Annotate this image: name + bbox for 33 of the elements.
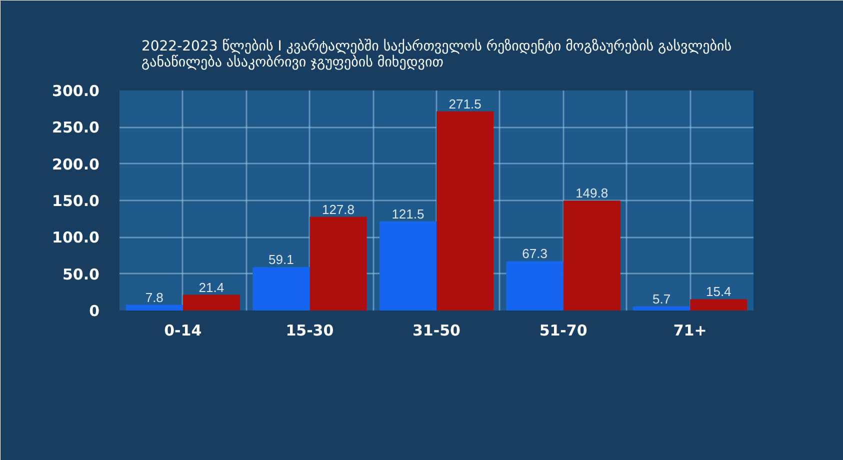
bar xyxy=(182,294,240,310)
y-tick-label: 150.0 xyxy=(52,192,100,210)
data-label: 7.8 xyxy=(145,290,164,305)
bar xyxy=(436,111,494,310)
data-label: 21.4 xyxy=(198,280,224,295)
data-label: 67.3 xyxy=(522,246,548,262)
bar xyxy=(633,306,690,310)
data-label: 121.5 xyxy=(392,206,424,222)
bar xyxy=(379,221,436,310)
y-tick-label: 200.0 xyxy=(52,155,100,174)
data-label: 271.5 xyxy=(448,96,482,112)
x-tick-label: 31-50 xyxy=(412,322,460,340)
bar xyxy=(126,304,183,310)
data-label: 59.1 xyxy=(268,252,294,268)
bar xyxy=(506,261,564,310)
data-label: 149.8 xyxy=(576,186,608,201)
y-tick-label: 250.0 xyxy=(52,118,100,137)
y-tick-label: 0 xyxy=(89,302,100,320)
bar xyxy=(252,267,310,310)
y-tick-label: 300.0 xyxy=(52,82,100,100)
bar xyxy=(690,299,748,310)
chart-title: 2022-2023 წლების I კვარტალებში საქართველოს რეზიდენტი მოგზაურების გასვლების განაწილება ასაკობრივი ჯგუფების მიხედვით xyxy=(141,38,732,70)
data-label: 15.4 xyxy=(706,284,732,300)
x-tick-label: 0-14 xyxy=(164,322,202,340)
x-tick-label: 15-30 xyxy=(286,322,334,340)
y-tick-label: 100.0 xyxy=(52,228,100,247)
data-label: 127.8 xyxy=(322,202,355,217)
bar xyxy=(563,200,620,310)
data-label: 5.7 xyxy=(652,291,671,306)
x-tick-label: 71+ xyxy=(673,322,707,340)
x-tick-label: 51-70 xyxy=(539,322,588,340)
bar xyxy=(310,216,367,310)
y-tick-label: 50.0 xyxy=(62,265,100,284)
